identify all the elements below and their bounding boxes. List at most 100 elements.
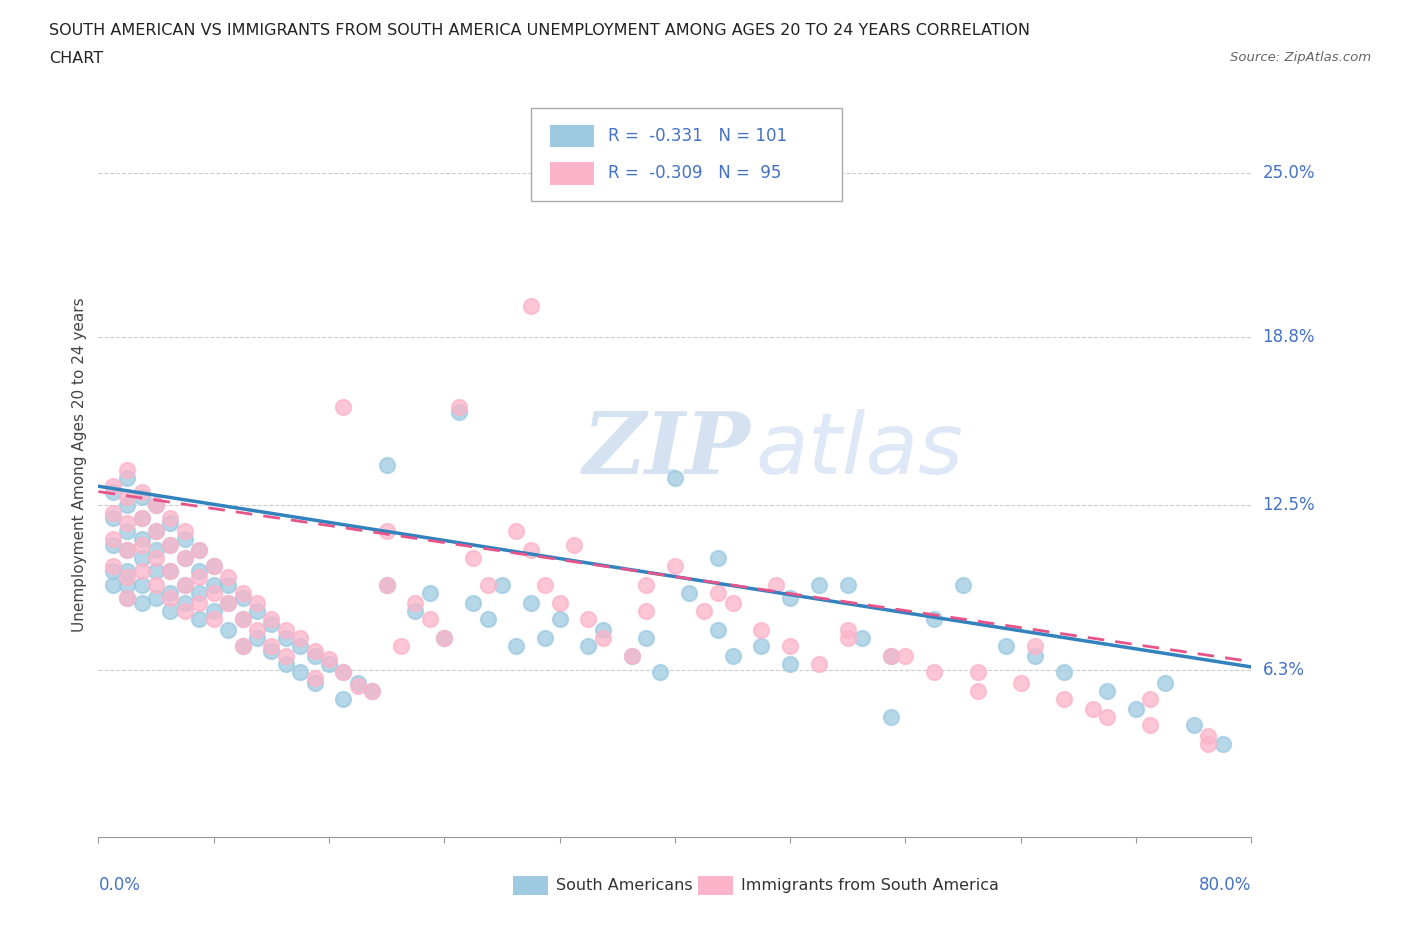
Point: [447, 399, 470, 414]
Point: [131, 564, 153, 578]
Point: [188, 596, 211, 611]
Point: [461, 551, 484, 565]
Text: Source: ZipAtlas.com: Source: ZipAtlas.com: [1230, 51, 1371, 64]
Point: [131, 538, 153, 552]
Point: [318, 657, 340, 671]
Point: [332, 665, 354, 680]
Point: [246, 622, 269, 637]
Point: [159, 604, 181, 618]
Point: [117, 516, 139, 531]
Point: [188, 542, 211, 557]
Point: [101, 578, 124, 592]
Point: [159, 564, 181, 578]
Point: [274, 657, 297, 671]
Point: [159, 511, 181, 525]
Text: South Americans: South Americans: [557, 878, 693, 893]
Point: [1139, 691, 1161, 706]
Point: [101, 479, 124, 494]
Point: [202, 585, 225, 600]
Point: [131, 551, 153, 565]
Text: CHART: CHART: [49, 51, 103, 66]
Point: [620, 649, 643, 664]
Point: [188, 612, 211, 627]
Point: [1097, 684, 1119, 698]
Point: [131, 489, 153, 504]
Text: 12.5%: 12.5%: [1263, 496, 1315, 514]
Point: [1139, 718, 1161, 733]
Point: [375, 578, 398, 592]
Point: [174, 551, 197, 565]
Text: Immigrants from South America: Immigrants from South America: [741, 878, 998, 893]
Point: [101, 564, 124, 578]
Point: [1154, 675, 1177, 690]
Point: [117, 542, 139, 557]
Point: [274, 622, 297, 637]
Point: [131, 532, 153, 547]
Point: [1197, 737, 1219, 751]
Point: [260, 617, 283, 631]
Point: [145, 551, 167, 565]
Point: [145, 564, 167, 578]
Text: 80.0%: 80.0%: [1199, 876, 1251, 894]
Point: [924, 665, 946, 680]
Point: [721, 649, 744, 664]
Point: [217, 596, 239, 611]
Point: [231, 612, 254, 627]
Point: [751, 638, 773, 653]
Point: [405, 604, 427, 618]
Point: [779, 638, 801, 653]
Point: [534, 578, 557, 592]
Point: [159, 591, 181, 605]
Point: [765, 578, 787, 592]
Point: [145, 578, 167, 592]
Point: [231, 612, 254, 627]
Text: 6.3%: 6.3%: [1263, 660, 1305, 679]
Point: [246, 596, 269, 611]
Point: [664, 471, 686, 485]
Point: [520, 596, 543, 611]
Point: [246, 631, 269, 645]
Bar: [513, 876, 548, 895]
Point: [117, 542, 139, 557]
Point: [145, 591, 167, 605]
Point: [174, 578, 197, 592]
Point: [779, 657, 801, 671]
Point: [159, 538, 181, 552]
FancyBboxPatch shape: [531, 108, 842, 201]
Point: [837, 578, 859, 592]
Point: [548, 612, 571, 627]
Point: [159, 564, 181, 578]
Point: [117, 591, 139, 605]
Point: [592, 631, 614, 645]
Point: [520, 299, 543, 313]
Point: [117, 591, 139, 605]
Point: [131, 578, 153, 592]
Point: [246, 604, 269, 618]
Point: [419, 585, 441, 600]
Point: [304, 644, 326, 658]
Point: [117, 471, 139, 485]
Point: [231, 638, 254, 653]
Point: [375, 524, 398, 538]
Point: [217, 622, 239, 637]
Point: [174, 551, 197, 565]
Y-axis label: Unemployment Among Ages 20 to 24 years: Unemployment Among Ages 20 to 24 years: [72, 298, 87, 632]
Point: [117, 564, 139, 578]
Point: [837, 622, 859, 637]
Point: [880, 710, 903, 724]
Point: [779, 591, 801, 605]
Point: [707, 622, 730, 637]
Point: [447, 405, 470, 419]
Point: [477, 578, 499, 592]
Point: [636, 604, 658, 618]
Bar: [550, 125, 595, 147]
Point: [131, 511, 153, 525]
Point: [520, 542, 543, 557]
Point: [491, 578, 513, 592]
Text: SOUTH AMERICAN VS IMMIGRANTS FROM SOUTH AMERICA UNEMPLOYMENT AMONG AGES 20 TO 24: SOUTH AMERICAN VS IMMIGRANTS FROM SOUTH …: [49, 23, 1031, 38]
Point: [880, 649, 903, 664]
Text: ZIP: ZIP: [582, 408, 751, 492]
Point: [433, 631, 456, 645]
Point: [880, 649, 903, 664]
Bar: [550, 162, 595, 184]
